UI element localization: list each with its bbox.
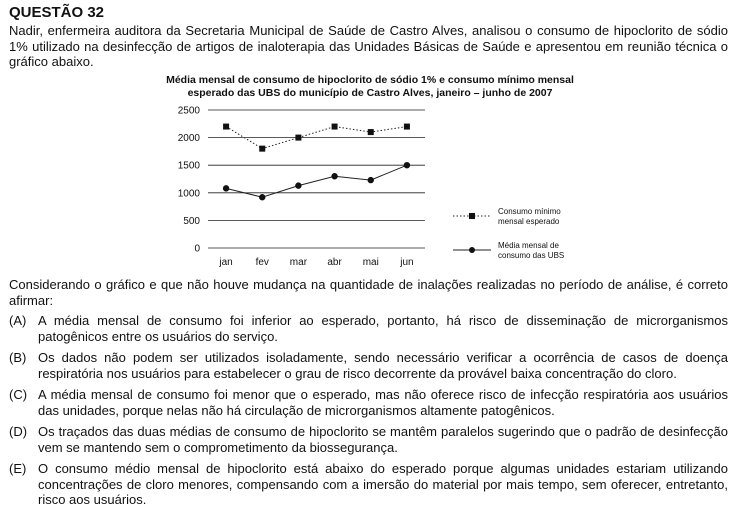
x-tick-label: jun	[399, 257, 413, 268]
option-text: A média mensal de consumo foi inferior a…	[38, 313, 728, 344]
answer-options: (A) A média mensal de consumo foi inferi…	[9, 313, 728, 514]
data-point-circle	[331, 173, 338, 180]
chart-title-line1: Média mensal de consumo de hipoclorito d…	[166, 74, 574, 86]
option-letter: (C)	[9, 387, 28, 402]
question-prompt: Considerando o gráfico e que não houve m…	[9, 277, 728, 308]
data-point-circle	[403, 162, 411, 169]
series-line	[225, 126, 407, 150]
x-axis-ticks: jan fev mar abr mai jun	[218, 257, 413, 268]
data-point-square	[367, 129, 374, 136]
option-letter: (A)	[9, 313, 27, 328]
legend-marker-square	[469, 213, 475, 219]
legend-label: mensal esperado	[498, 217, 560, 226]
legend-marker-circle	[469, 247, 475, 253]
chart-grid	[208, 109, 425, 249]
y-axis-ticks: 0 500 1000 1500 2000 2500	[178, 106, 201, 255]
chart-series	[222, 123, 411, 201]
x-tick-label: mar	[290, 257, 308, 268]
y-tick-label: 0	[194, 244, 200, 255]
chart-title-line2: esperado das UBS do município de Castro …	[187, 87, 553, 99]
data-point-square	[259, 145, 266, 152]
option-d[interactable]: (D) Os traçados das duas médias de consu…	[9, 424, 728, 455]
x-tick-label: jan	[218, 257, 232, 268]
y-tick-label: 1000	[178, 188, 201, 199]
data-point-square	[223, 123, 230, 130]
option-text: A média mensal de consumo foi menor que …	[38, 387, 728, 418]
data-point-square	[295, 134, 302, 141]
y-tick-label: 2000	[178, 133, 201, 144]
option-text: Os dados não podem ser utilizados isolad…	[38, 350, 728, 381]
question-title: QUESTÃO 32	[9, 4, 105, 21]
option-letter: (B)	[9, 350, 27, 365]
option-e[interactable]: (E) O consumo médio mensal de hipoclorit…	[9, 461, 728, 508]
data-point-circle	[367, 176, 374, 184]
legend-label: Consumo mínimo	[498, 207, 561, 216]
option-c[interactable]: (C) A média mensal de consumo foi menor …	[9, 387, 728, 418]
x-tick-label: abr	[327, 257, 342, 268]
data-point-square	[403, 123, 410, 130]
y-tick-label: 1500	[178, 161, 201, 172]
x-tick-label: mai	[363, 257, 379, 268]
legend-label: Média mensal de	[498, 241, 559, 250]
data-point-circle	[259, 194, 266, 201]
legend-label: consumo das UBS	[498, 251, 564, 260]
data-point-square	[331, 123, 338, 130]
question-intro: Nadir, enfermeira auditora da Secretaria…	[9, 23, 728, 69]
option-b[interactable]: (B) Os dados não podem ser utilizados is…	[9, 350, 728, 381]
option-letter: (D)	[9, 424, 28, 439]
option-letter: (E)	[9, 461, 27, 476]
data-point-circle	[295, 182, 302, 189]
y-tick-label: 2500	[178, 106, 201, 117]
option-a[interactable]: (A) A média mensal de consumo foi inferi…	[9, 313, 728, 344]
data-point-circle	[222, 185, 230, 192]
option-text: Os traçados das duas médias de consumo d…	[38, 424, 728, 455]
chart-title: Média mensal de consumo de hipoclorito d…	[155, 74, 585, 100]
option-text: O consumo médio mensal de hipoclorito es…	[38, 461, 728, 507]
series-line	[225, 164, 408, 198]
y-tick-label: 500	[183, 216, 200, 227]
x-tick-label: fev	[256, 257, 269, 268]
